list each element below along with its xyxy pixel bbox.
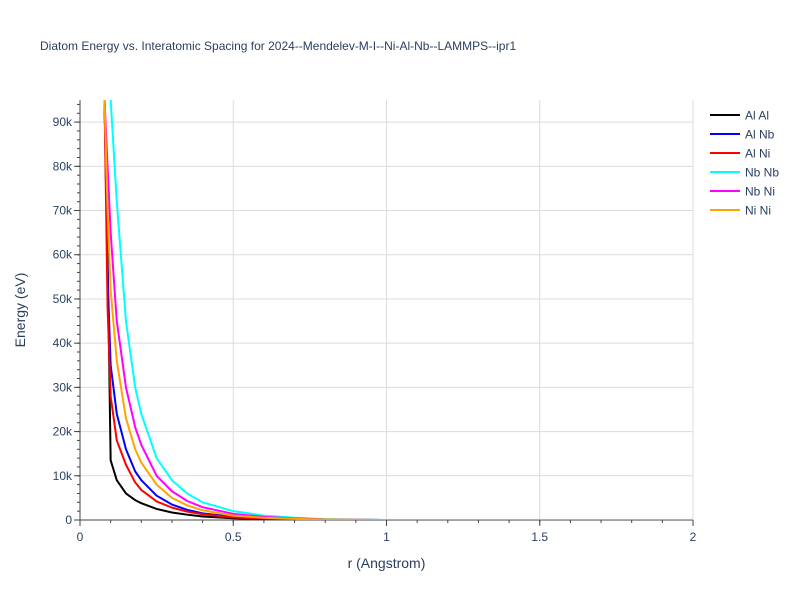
y-tick-label: 90k bbox=[53, 115, 73, 129]
x-tick-label: 1 bbox=[383, 530, 390, 544]
y-axis-title: Energy (eV) bbox=[12, 273, 28, 348]
y-tick-label: 20k bbox=[53, 425, 73, 439]
x-tick-label: 1.5 bbox=[531, 530, 548, 544]
y-tick-label: 40k bbox=[53, 336, 73, 350]
series-line-ni-ni bbox=[103, 100, 693, 520]
y-tick-label: 50k bbox=[53, 292, 73, 306]
x-tick-label: 2 bbox=[690, 530, 697, 544]
legend-label-al-al: Al Al bbox=[745, 109, 769, 123]
y-tick-label: 30k bbox=[53, 380, 73, 394]
x-axis-title: r (Angstrom) bbox=[348, 555, 426, 571]
y-tick-label: 80k bbox=[53, 159, 73, 173]
x-tick-label: 0 bbox=[77, 530, 84, 544]
legend-label-al-nb: Al Nb bbox=[745, 128, 775, 142]
y-tick-label: 60k bbox=[53, 248, 73, 262]
y-tick-label: 0 bbox=[65, 513, 72, 527]
legend-label-ni-ni: Ni Ni bbox=[745, 204, 771, 218]
grid-layer bbox=[80, 100, 694, 520]
legend: Al Al Al Nb Al Ni Nb Nb Nb Ni Ni Ni bbox=[710, 109, 779, 218]
x-tick-label: 0.5 bbox=[225, 530, 242, 544]
legend-label-al-ni: Al Ni bbox=[745, 147, 770, 161]
chart-title: Diatom Energy vs. Interatomic Spacing fo… bbox=[40, 39, 516, 53]
series-layer bbox=[103, 100, 693, 520]
legend-label-nb-nb: Nb Nb bbox=[745, 166, 779, 180]
y-tick-label: 10k bbox=[53, 469, 73, 483]
y-tick-label: 70k bbox=[53, 204, 73, 218]
legend-label-nb-ni: Nb Ni bbox=[745, 185, 775, 199]
